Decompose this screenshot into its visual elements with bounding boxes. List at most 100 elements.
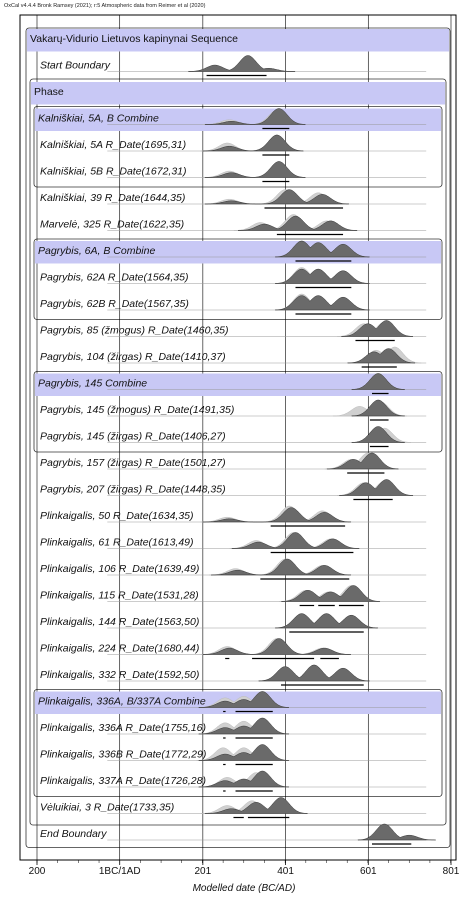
row-label: Pagrybis, 157 (žirgas) R_Date(1501,27) (40, 457, 226, 469)
posterior-distribution (351, 399, 406, 417)
row-label: Plinkaigalis, 336A R_Date(1755,16) (40, 722, 206, 734)
row-18: Plinkaigalis, 50 R_Date(1634,35) (40, 505, 427, 527)
row-label: Pagrybis, 145 Combine (38, 378, 147, 390)
row-23: Plinkaigalis, 224 R_Date(1680,44) (40, 638, 427, 660)
row-label: Pagrybis, 104 (žirgas) R_Date(1410,37) (40, 351, 226, 363)
posterior-distribution (326, 452, 399, 470)
row-header-band (27, 29, 449, 52)
row-26: Plinkaigalis, 336A R_Date(1755,16) (40, 717, 427, 739)
posterior-distribution (351, 426, 406, 443)
row-label: Kalniškiai, 5A, B Combine (38, 113, 159, 125)
posterior-distribution (274, 295, 370, 311)
row-label: Pagrybis, 85 (žmogus) R_Date(1460,35) (40, 325, 229, 337)
x-axis-label: Modelled date (BC/AD) (193, 883, 296, 894)
combine-box-0 (33, 106, 443, 188)
row-28: Plinkaigalis, 337A R_Date(1726,28) (40, 770, 427, 792)
posterior-distribution (202, 507, 352, 523)
row-label: Pagrybis, 6A, B Combine (38, 245, 155, 257)
posterior-distribution (258, 664, 370, 682)
row-30: End Boundary (40, 823, 436, 845)
x-tick-label-1: 1BC/1AD (99, 866, 141, 877)
posterior-distribution (341, 320, 414, 337)
row-12: Pagrybis, 104 (žirgas) R_Date(1410,37) (40, 346, 427, 368)
posterior-distribution (237, 215, 358, 231)
row-17: Pagrybis, 207 (žirgas) R_Date(1448,35) (40, 479, 427, 501)
x-tick-label-2: 201 (195, 866, 212, 877)
row-label: Kalniškiai, 5B R_Date(1672,31) (40, 166, 187, 178)
posterior-distribution (198, 717, 290, 735)
row-24: Plinkaigalis, 332 R_Date(1592,50) (40, 664, 427, 686)
row-label: Pagrybis, 145 (žirgas) R_Date(1406,27) (40, 431, 226, 443)
row-19: Plinkaigalis, 61 R_Date(1613,49) (40, 532, 427, 554)
row-9: Pagrybis, 62A R_Date(1564,35) (40, 267, 427, 289)
posterior-distribution (231, 532, 360, 549)
row-label: Start Boundary (40, 60, 111, 72)
posterior-distribution (198, 744, 290, 761)
row-4: Kalniškiai, 5A R_Date(1695,31) (40, 134, 427, 156)
posterior-distribution (281, 585, 381, 602)
row-label: Plinkaigalis, 61 R_Date(1613,49) (40, 537, 194, 549)
posterior-distribution (357, 823, 436, 841)
prior-distribution (200, 505, 350, 523)
row-label: Plinkaigalis, 115 R_Date(1531,28) (40, 590, 199, 602)
row-22: Plinkaigalis, 144 R_Date(1563,50) (40, 613, 427, 633)
prior-distribution (202, 189, 345, 205)
x-tick-label-4: 601 (360, 866, 377, 877)
row-2: Phase (31, 82, 445, 105)
posterior-distribution (347, 348, 416, 364)
phase-box (29, 78, 447, 826)
row-29: Vėluikiai, 3 R_Date(1733,35) (40, 797, 427, 819)
row-5: Kalniškiai, 5B R_Date(1672,31) (40, 161, 427, 183)
posterior-distribution (202, 638, 351, 655)
row-8: Pagrybis, 6A, B Combine (35, 240, 441, 264)
row-13: Pagrybis, 145 Combine (35, 373, 441, 396)
row-1: Start Boundary (40, 55, 427, 77)
posterior-distribution (204, 189, 350, 205)
posterior-distribution (211, 558, 352, 576)
row-15: Pagrybis, 145 (žirgas) R_Date(1406,27) (40, 426, 427, 448)
combine-box-1 (33, 238, 443, 320)
posterior-distribution (274, 240, 370, 258)
row-label: Plinkaigalis, 332 R_Date(1592,50) (40, 669, 199, 681)
posterior-distribution (204, 108, 306, 125)
row-14: Pagrybis, 145 (žmogus) R_Date(1491,35) (40, 399, 427, 421)
row-16: Pagrybis, 157 (žirgas) R_Date(1501,27) (40, 452, 427, 474)
row-label: Pagrybis, 145 (žmogus) R_Date(1491,35) (40, 404, 234, 416)
posterior-distribution (204, 797, 308, 814)
row-10: Pagrybis, 62B R_Date(1567,35) (40, 293, 427, 315)
row-20: Plinkaigalis, 106 R_Date(1639,49) (40, 558, 427, 580)
posterior-distribution (198, 691, 290, 708)
row-label: End Boundary (40, 828, 107, 840)
row-6: Kalniškiai, 39 R_Date(1644,35) (40, 189, 427, 209)
row-label: Plinkaigalis, 50 R_Date(1634,35) (40, 510, 194, 522)
posterior-distribution (351, 373, 406, 390)
row-label: Plinkaigalis, 337A R_Date(1726,28) (40, 775, 206, 787)
row-label: Kalniškiai, 39 R_Date(1644,35) (40, 192, 185, 204)
posterior-distribution (204, 161, 306, 178)
row-25: Plinkaigalis, 336A, B/337A Combine (35, 691, 441, 714)
row-27: Plinkaigalis, 336B R_Date(1772,29) (40, 744, 427, 766)
row-label: Plinkaigalis, 224 R_Date(1680,44) (40, 643, 199, 655)
row-label: Pagrybis, 207 (žirgas) R_Date(1448,35) (40, 484, 226, 496)
row-label: Plinkaigalis, 336B R_Date(1772,29) (40, 749, 206, 761)
row-label: Marvelė, 325 R_Date(1622,35) (40, 219, 184, 231)
row-label: Vakarų-Vidurio Lietuvos kapinynai Sequen… (30, 33, 238, 45)
row-header-band (35, 108, 441, 131)
posterior-distribution (274, 268, 370, 284)
x-tick-label-5: 801 (443, 866, 460, 877)
posterior-distribution (188, 55, 296, 72)
row-header-band (35, 373, 441, 396)
row-label: Vėluikiai, 3 R_Date(1733,35) (40, 802, 174, 814)
row-11: Pagrybis, 85 (žmogus) R_Date(1460,35) (40, 320, 427, 342)
row-label: Phase (34, 86, 64, 98)
row-header-band (31, 82, 445, 105)
posterior-distribution (274, 613, 379, 629)
row-21: Plinkaigalis, 115 R_Date(1531,28) (40, 585, 427, 607)
posterior-distribution (338, 479, 414, 496)
sequence-box (25, 27, 451, 848)
row-label: Kalniškiai, 5A R_Date(1695,31) (40, 139, 186, 151)
row-7: Marvelė, 325 R_Date(1622,35) (40, 214, 427, 236)
combine-box-3 (33, 689, 443, 797)
row-0: Vakarų-Vidurio Lietuvos kapinynai Sequen… (27, 29, 449, 52)
